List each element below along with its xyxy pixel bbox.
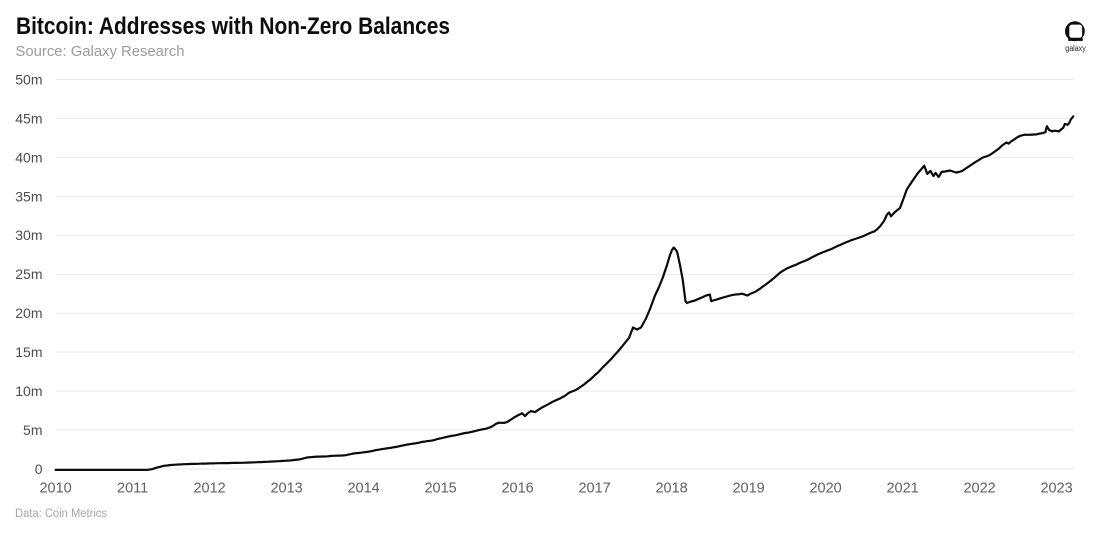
- svg-text:2020: 2020: [809, 480, 841, 496]
- svg-text:50m: 50m: [15, 71, 42, 87]
- svg-text:2011: 2011: [117, 480, 148, 496]
- svg-text:2013: 2013: [270, 480, 302, 496]
- svg-text:2014: 2014: [347, 480, 379, 496]
- svg-text:2012: 2012: [193, 480, 225, 496]
- svg-text:10m: 10m: [15, 383, 42, 399]
- svg-text:2015: 2015: [424, 480, 456, 496]
- svg-text:0: 0: [35, 461, 43, 477]
- svg-text:40m: 40m: [15, 149, 42, 165]
- svg-text:Data: Coin Metrics: Data: Coin Metrics: [15, 508, 107, 520]
- svg-text:2022: 2022: [963, 480, 995, 496]
- svg-text:2023: 2023: [1040, 480, 1072, 496]
- svg-text:2016: 2016: [501, 480, 533, 496]
- svg-text:30m: 30m: [15, 227, 42, 243]
- svg-text:45m: 45m: [15, 110, 42, 126]
- svg-text:Source: Galaxy Research: Source: Galaxy Research: [16, 43, 185, 60]
- svg-text:15m: 15m: [15, 344, 42, 360]
- svg-text:35m: 35m: [15, 188, 42, 204]
- svg-text:20m: 20m: [15, 305, 42, 321]
- svg-text:2010: 2010: [39, 480, 71, 496]
- svg-text:2018: 2018: [655, 480, 687, 496]
- svg-text:galaxy: galaxy: [1065, 44, 1086, 53]
- svg-text:25m: 25m: [15, 266, 42, 282]
- svg-text:5m: 5m: [23, 422, 42, 438]
- svg-text:Bitcoin: Addresses with Non-Ze: Bitcoin: Addresses with Non-Zero Balance…: [16, 13, 450, 40]
- svg-text:2021: 2021: [886, 480, 918, 496]
- svg-text:2017: 2017: [578, 480, 610, 496]
- svg-text:2019: 2019: [732, 480, 764, 496]
